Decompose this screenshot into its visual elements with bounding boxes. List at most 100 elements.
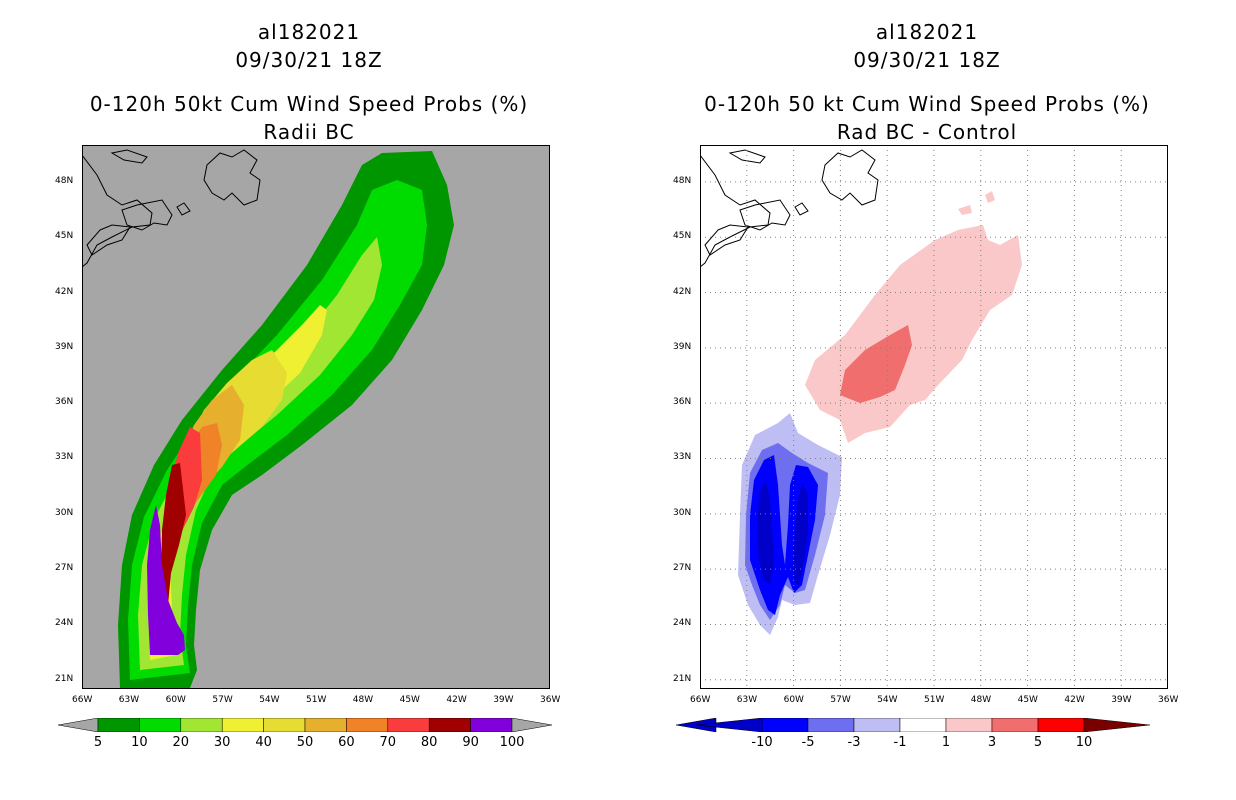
- lat-tick-label: 45N: [673, 231, 692, 242]
- right-panel: al182021 09/30/21 18Z 0-120h 50 kt Cum W…: [618, 0, 1236, 800]
- lon-tick-label: 42W: [446, 695, 467, 705]
- lat-tick-label: 21N: [55, 673, 74, 684]
- probability-map-svg: [82, 145, 550, 689]
- coastlines: [700, 149, 879, 268]
- lon-tick-label: 63W: [118, 695, 140, 705]
- colorbar-label: 80: [420, 735, 438, 750]
- colorbar-swatch: [853, 718, 901, 732]
- colorbar-swatch: [221, 718, 264, 732]
- lon-tick-label: 42W: [1064, 695, 1085, 705]
- datetime: 09/30/21 18Z: [235, 48, 383, 72]
- lon-tick-label: 51W: [924, 695, 945, 705]
- colorbar-swatch: [899, 718, 947, 732]
- colorbar-swatch: [945, 718, 993, 732]
- colorbar-swatch: [807, 718, 855, 732]
- colorbar-swatch: [1083, 718, 1151, 732]
- colorbar: -10 -5 -3 -1 1 3 5 10: [676, 718, 1170, 758]
- lon-tick-label: 66W: [72, 695, 93, 705]
- lat-tick-label: 27N: [55, 563, 74, 574]
- contour-40: [154, 350, 287, 655]
- colorbar-right-arrow: [511, 718, 552, 732]
- colorbar-label: 20: [172, 735, 190, 750]
- lat-tick-label: 24N: [673, 618, 692, 629]
- colorbar-label: -3: [847, 735, 861, 750]
- colorbar-label: 1: [941, 735, 951, 750]
- lat-tick-label: 42N: [673, 286, 692, 297]
- lat-tick-label: 39N: [55, 341, 74, 352]
- colorbar-label: -1: [893, 735, 907, 750]
- lon-tick-label: 45W: [1017, 695, 1038, 705]
- lat-tick-label: 30N: [673, 507, 692, 518]
- colorbar-swatch: [180, 718, 223, 732]
- grid-lines: [82, 145, 550, 689]
- lon-tick-label: 63W: [736, 695, 758, 705]
- contour-20: [138, 237, 382, 670]
- difference-map: 66W 63W 60W 57W 54W 51W 48W 45W 42W 39W 36W 48N 45N…: [673, 145, 1178, 705]
- difference-contours: [738, 191, 1022, 635]
- lon-tick-label: 45W: [399, 695, 420, 705]
- lon-tick-label: 66W: [690, 695, 711, 705]
- map-title: 0-120h 50 kt Cum Wind Speed Probs (%): [704, 92, 1150, 116]
- lon-tick-label: 54W: [877, 695, 898, 705]
- colorbar-label: 100: [499, 735, 525, 750]
- storm-id: al182021: [875, 20, 979, 44]
- lat-tick-label: 36N: [55, 397, 74, 408]
- colorbar-swatch: [470, 718, 513, 732]
- lon-tick-label: 57W: [830, 695, 851, 705]
- colorbar-svg: [58, 718, 552, 732]
- colorbar-swatch: [991, 718, 1039, 732]
- colorbar-label: 60: [338, 735, 355, 750]
- lon-tick-label: 60W: [783, 695, 804, 705]
- lat-tick-label: 39N: [673, 341, 692, 352]
- contour-50: [158, 385, 244, 653]
- colorbar-swatch: [1037, 718, 1085, 732]
- colorbar-swatch: [263, 718, 306, 732]
- lon-tick-label: 48W: [352, 695, 374, 705]
- colorbar-label: 3: [987, 735, 997, 750]
- contour-pos-1b: [958, 205, 972, 215]
- lat-tick-label: 33N: [673, 452, 692, 463]
- contour-90: [147, 505, 185, 655]
- colorbar-swatch: [97, 718, 140, 732]
- lon-tick-label: 57W: [212, 695, 233, 705]
- contour-neg-10b: [793, 483, 808, 585]
- lon-tick-label: 36W: [540, 695, 561, 705]
- lat-tick-label: 21N: [673, 673, 692, 684]
- lat-tick-label: 27N: [673, 563, 692, 574]
- map-subtitle: Radii BC: [263, 120, 355, 144]
- grid-lines: [700, 145, 1168, 689]
- lat-tick-label: 48N: [55, 175, 74, 186]
- probability-map: 66W 63W 60W 57W 54W 51W 48W 45W 42W 39W 36W 48N 45N…: [55, 145, 560, 705]
- difference-map-svg: [700, 145, 1168, 689]
- colorbar-swatch: [304, 718, 347, 732]
- storm-id: al182021: [257, 20, 361, 44]
- lon-tick-label: 51W: [306, 695, 327, 705]
- contour-pos-1c: [985, 191, 995, 203]
- map-subtitle: Rad BC - Control: [836, 120, 1018, 144]
- colorbar-swatch: [761, 718, 809, 732]
- lat-tick-label: 48N: [673, 175, 692, 186]
- colorbar-swatch: [346, 718, 389, 732]
- colorbar-swatch: [428, 718, 471, 732]
- colorbar-label: 10: [131, 735, 148, 750]
- colorbar-swatch: [387, 718, 430, 732]
- map-border: [700, 145, 1168, 689]
- colorbar-label: 30: [213, 735, 231, 750]
- lat-tick-label: 30N: [55, 507, 74, 518]
- map-title: 0-120h 50kt Cum Wind Speed Probs (%): [89, 92, 529, 116]
- colorbar-left-arrow: [58, 718, 99, 732]
- lon-tick-label: 39W: [493, 695, 514, 705]
- lon-tick-label: 36W: [1158, 695, 1179, 705]
- lat-tick-label: 33N: [55, 452, 74, 463]
- datetime: 09/30/21 18Z: [853, 48, 1001, 72]
- colorbar-svg: [676, 718, 1151, 732]
- colorbar-label: 5: [1033, 735, 1043, 750]
- contour-pos-3: [840, 325, 912, 403]
- colorbar-label: 5: [93, 735, 103, 750]
- lat-tick-label: 24N: [55, 618, 74, 629]
- colorbar-label: 50: [296, 735, 314, 750]
- colorbar-label: 70: [379, 735, 397, 750]
- lon-tick-label: 60W: [165, 695, 186, 705]
- lon-tick-label: 48W: [970, 695, 992, 705]
- colorbar-label: 40: [255, 735, 272, 750]
